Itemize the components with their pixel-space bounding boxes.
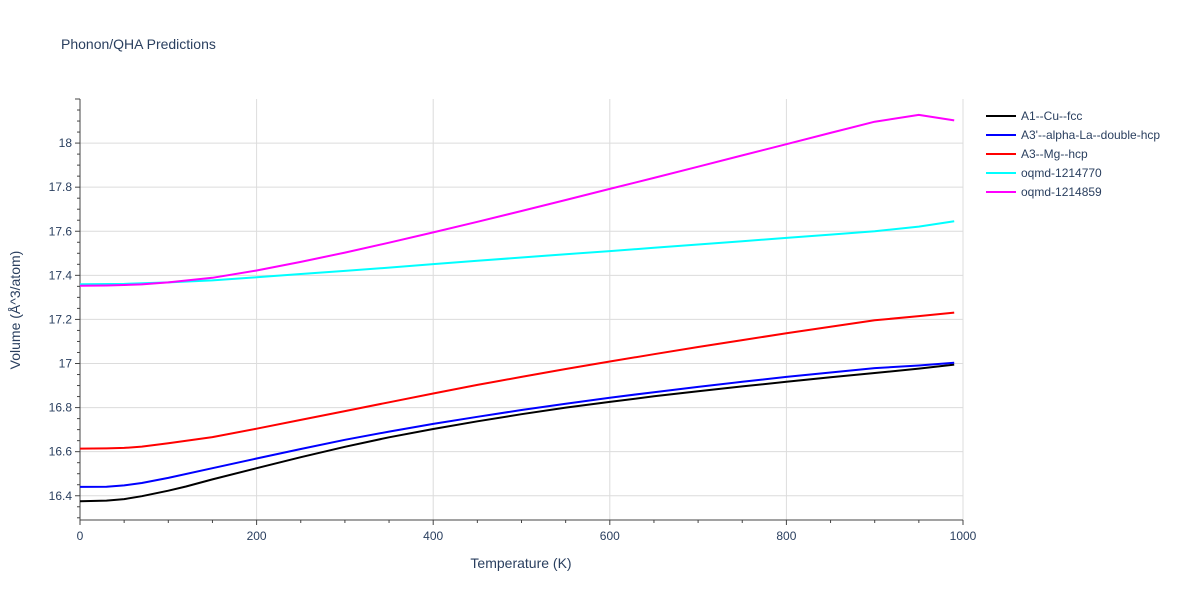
y-tick-label: 17 [59,357,73,371]
x-tick-label: 0 [77,529,84,543]
x-tick-label: 600 [600,529,620,543]
y-axis-title: Volume (Å^3/atom) [7,251,23,370]
legend[interactable]: A1--Cu--fcc A3'--alpha-La--double-hcp A3--… [986,106,1191,201]
series-line-a3-alpha-la-double-hcp [79,361,955,488]
series-lines [79,113,955,503]
series-line-oqmd-1214770 [79,220,955,286]
legend-label: A3'--alpha-La--double-hcp [1021,127,1161,142]
legend-swatch [986,171,1016,174]
x-tick-label: 1000 [950,529,977,543]
legend-item[interactable]: A3--Mg--hcp [986,144,1191,163]
y-tick-label: 17.2 [49,312,73,326]
y-tick-label: 16.4 [49,489,73,503]
grid-lines [80,99,964,520]
legend-label: A3--Mg--hcp [1021,146,1088,161]
legend-swatch [986,133,1016,136]
y-tick-label: 18 [59,136,73,150]
y-tick-label: 17.6 [49,224,73,238]
legend-item[interactable]: oqmd-1214770 [986,163,1191,182]
legend-swatch [986,152,1016,155]
legend-label: oqmd-1214770 [1021,165,1102,180]
y-tick-label: 17.4 [49,268,73,282]
legend-swatch [986,190,1016,193]
series-line-oqmd-1214859 [79,113,955,287]
x-tick-label: 400 [423,529,443,543]
legend-label: A1--Cu--fcc [1021,108,1083,123]
x-tick-label: 200 [247,529,267,543]
chart-title: Phonon/QHA Predictions [61,36,216,52]
legend-swatch [986,114,1016,117]
series-line-a1-cu-fcc [79,363,955,503]
legend-item[interactable]: A1--Cu--fcc [986,106,1191,125]
y-tick-label: 16.6 [49,445,73,459]
series-line-a3-mg-hcp [79,311,955,450]
axes: 0 200 400 600 800 1000 16.4 16.6 16.8 17 17.2 17.4 1… [49,98,977,543]
y-tick-label: 17.8 [49,180,73,194]
x-tick-label: 800 [776,529,796,543]
legend-item[interactable]: A3'--alpha-La--double-hcp [986,125,1191,144]
legend-label: oqmd-1214859 [1021,184,1102,199]
y-tick-label: 16.8 [49,401,73,415]
x-axis-title: Temperature (K) [470,555,571,571]
legend-item[interactable]: oqmd-1214859 [986,182,1191,201]
